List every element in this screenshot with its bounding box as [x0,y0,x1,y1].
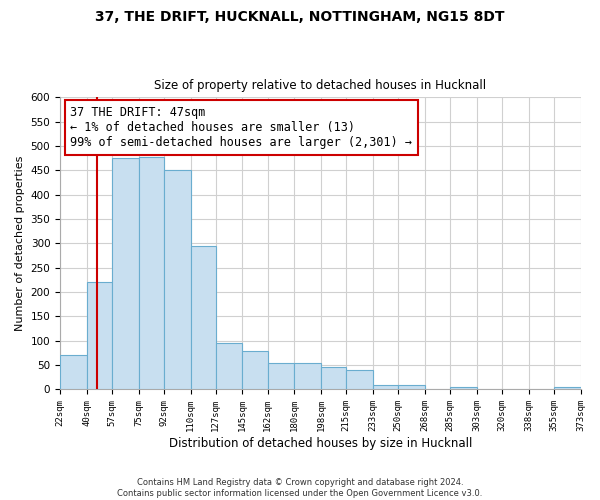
Bar [191,246,216,390]
Bar [398,384,425,390]
X-axis label: Distribution of detached houses by size in Hucknall: Distribution of detached houses by size … [169,437,472,450]
Bar [554,387,581,390]
Bar [139,156,164,390]
Bar [87,282,112,390]
Bar [346,370,373,390]
Bar [242,350,268,390]
Title: Size of property relative to detached houses in Hucknall: Size of property relative to detached ho… [154,79,487,92]
Y-axis label: Number of detached properties: Number of detached properties [15,156,25,331]
Bar [295,363,321,390]
Text: 37 THE DRIFT: 47sqm
← 1% of detached houses are smaller (13)
99% of semi-detache: 37 THE DRIFT: 47sqm ← 1% of detached hou… [70,106,412,149]
Text: 37, THE DRIFT, HUCKNALL, NOTTINGHAM, NG15 8DT: 37, THE DRIFT, HUCKNALL, NOTTINGHAM, NG1… [95,10,505,24]
Bar [373,384,398,390]
Bar [216,343,242,390]
Bar [164,170,191,390]
Bar [60,356,87,390]
Bar [112,158,139,390]
Bar [268,362,295,390]
Bar [450,387,477,390]
Bar [321,367,346,390]
Text: Contains HM Land Registry data © Crown copyright and database right 2024.
Contai: Contains HM Land Registry data © Crown c… [118,478,482,498]
